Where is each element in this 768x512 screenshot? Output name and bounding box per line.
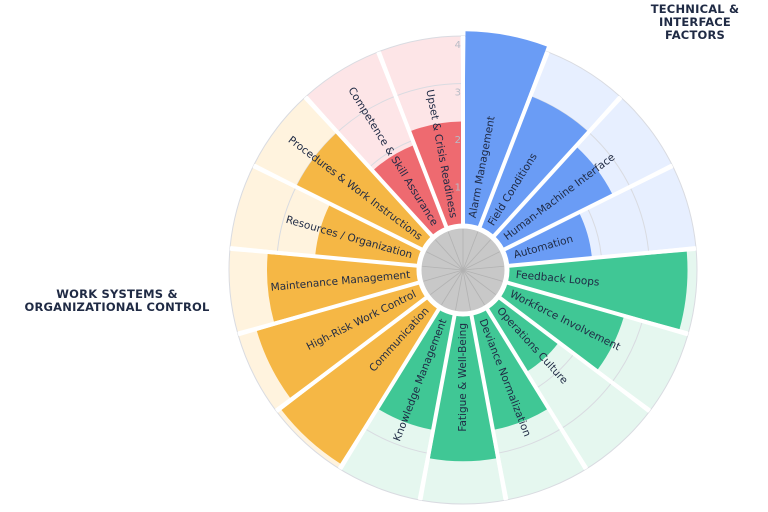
segment-separator (477, 51, 550, 230)
hub-spoke (426, 251, 464, 271)
segment-label: Fatigue & Well-Being (457, 323, 469, 432)
group-title-work-systems: WORK SYSTEMS & ORGANIZATIONAL CONTROL (24, 287, 210, 314)
bar-deviance-normalization (471, 307, 548, 430)
segment-separator (496, 294, 651, 413)
segment-separator (303, 95, 435, 239)
group-title-technical: TECHNICAL & INTERFACE FACTORS (650, 2, 740, 42)
bar-upset-crisis-readiness (410, 121, 463, 229)
segment-separator (338, 306, 442, 471)
tick-label: 1 (455, 183, 461, 194)
bar-operations-culture (486, 296, 558, 372)
hub-spoke (462, 251, 500, 271)
tick-label: 4 (455, 40, 461, 51)
segment-separator (418, 312, 457, 501)
hub-spoke (423, 269, 464, 282)
segment-separator (229, 246, 420, 268)
bar-workforce-involvement (498, 282, 624, 370)
bar-alarm-management (463, 31, 547, 229)
hub-spoke (462, 265, 504, 271)
hub-spoke (441, 269, 464, 306)
bar-fatigue-well-being (429, 313, 497, 462)
hub-spoke (462, 269, 496, 296)
hub-spoke (455, 269, 464, 311)
tick-label: 3 (455, 88, 461, 99)
segment-separator (491, 95, 623, 239)
bar-feedback-loops (505, 251, 688, 330)
bar-field-conditions (479, 96, 588, 238)
tick-label: 2 (455, 135, 461, 146)
hub-spoke (462, 269, 503, 282)
hub-spoke (462, 231, 479, 271)
segment-separator (504, 280, 689, 336)
bar-high-risk-work-control (256, 282, 428, 398)
bar-resources-organization (315, 205, 424, 266)
hub-spoke (462, 269, 485, 306)
hub-spoke (447, 231, 464, 271)
hub-spoke (462, 239, 491, 271)
hub-spoke (435, 239, 464, 271)
bar-automation (502, 213, 592, 266)
segment-separator (275, 294, 430, 413)
bar-knowledge-management (378, 307, 455, 430)
bar-human-machine-interface (492, 147, 613, 250)
segment-separator (252, 163, 425, 253)
segment-separator (237, 280, 422, 336)
hub-spoke (462, 269, 471, 311)
hub-spoke (430, 269, 464, 296)
bar-maintenance-management (267, 253, 421, 322)
bar-communication (281, 296, 440, 464)
bar-competence-skill-assurance (373, 145, 447, 238)
segment-separator (501, 163, 674, 253)
segment-separator (484, 306, 588, 471)
hub-spoke (422, 265, 464, 271)
segment-separator (506, 246, 697, 268)
segment-separator (376, 51, 449, 230)
segment-separator (469, 312, 508, 501)
bar-procedures-work-instructions (296, 133, 434, 250)
